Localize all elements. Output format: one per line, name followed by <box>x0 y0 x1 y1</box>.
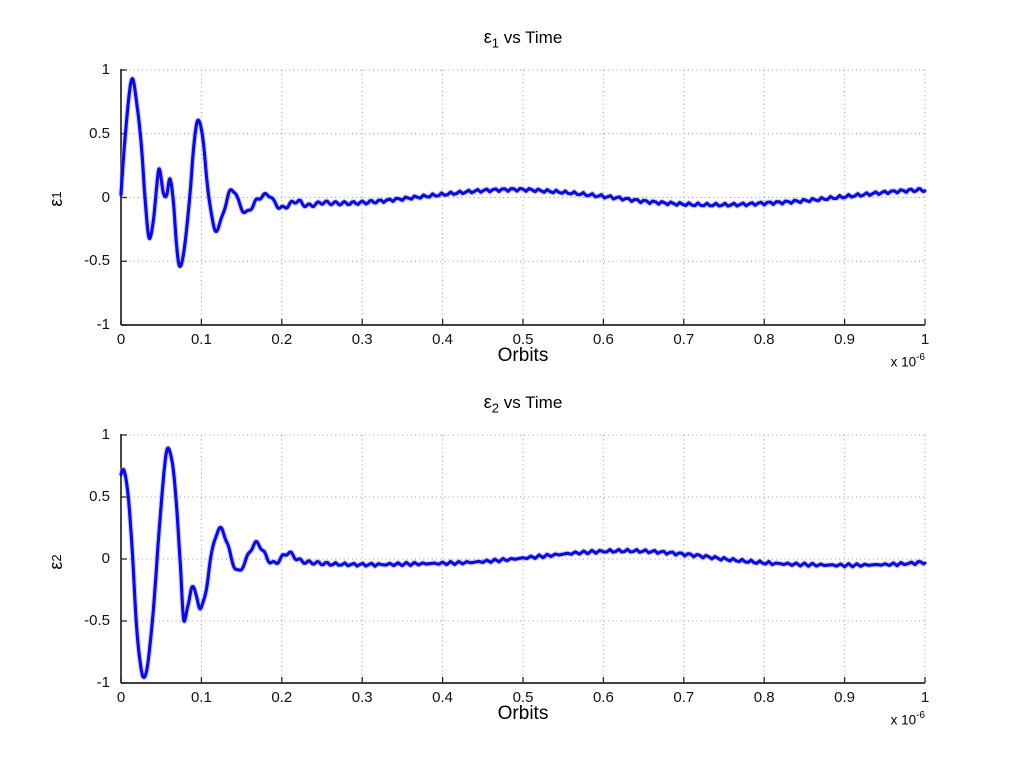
y-tick-label: 0 <box>101 188 110 206</box>
plot1-title: ε1 vs Time <box>121 27 925 50</box>
y-tick-label: 0.5 <box>89 488 110 505</box>
plot2-title-subscript: 2 <box>491 400 499 416</box>
x-tick-label: 0.9 <box>834 689 856 706</box>
x-tick-label: 0.8 <box>753 689 775 706</box>
y-tick-label: -1 <box>96 674 110 691</box>
x-tick-label: 0.7 <box>673 331 695 348</box>
x-tick-label: 0.2 <box>271 689 293 706</box>
y-tick-label: -0.5 <box>84 252 110 270</box>
y-tick-label: 1 <box>101 426 110 443</box>
y-tick-label: 0 <box>101 550 110 567</box>
plot1-title-subscript: 1 <box>491 35 499 51</box>
x-tick-label: 0.3 <box>351 689 373 706</box>
x-tick-label: 0 <box>116 331 126 348</box>
plot1-exponent-prefix: x 10 <box>890 354 917 370</box>
y-tick-label: -1 <box>96 316 110 333</box>
y-tick-label: 0.5 <box>89 124 110 142</box>
x-tick-label: 0.6 <box>592 331 614 348</box>
x-tick-label: 0.6 <box>592 689 614 706</box>
x-tick-label: 0.1 <box>190 689 212 706</box>
plot2-title-rest: vs Time <box>498 393 563 412</box>
plot2-x-exponent: x 10-6 <box>830 710 925 728</box>
x-tick-label: 0 <box>116 689 126 706</box>
x-tick-label: 0.3 <box>351 331 373 348</box>
x-tick-label: 0.5 <box>512 689 534 706</box>
x-tick-label: 0.9 <box>834 331 856 348</box>
plot2-title: ε2 vs Time <box>121 392 925 415</box>
x-tick-label: 0.7 <box>673 689 695 706</box>
plot1-title-epsilon: ε <box>483 27 492 47</box>
x-tick-label: 0.4 <box>432 331 454 348</box>
plot2-title-epsilon: ε <box>483 392 492 412</box>
y-tick-label: 1 <box>101 61 110 78</box>
plot2-xlabel: Orbits <box>497 703 549 724</box>
plot2-exponent-prefix: x 10 <box>890 712 917 728</box>
x-tick-label: 0.2 <box>271 331 293 348</box>
x-tick-label: 0.4 <box>432 689 454 706</box>
plot1-xlabel: Orbits <box>497 345 549 366</box>
plot1-exponent-power: -6 <box>916 352 925 363</box>
x-tick-label: 0.8 <box>753 331 775 348</box>
plot1-title-rest: vs Time <box>498 28 563 47</box>
x-tick-label: 1 <box>920 689 930 706</box>
plot1-x-exponent: x 10-6 <box>830 352 925 370</box>
x-tick-label: 1 <box>920 331 930 348</box>
x-tick-label: 0.1 <box>190 331 212 348</box>
x-tick-label: 0.5 <box>512 331 534 348</box>
plot2-exponent-power: -6 <box>916 710 925 721</box>
y-tick-label: -0.5 <box>84 612 110 629</box>
